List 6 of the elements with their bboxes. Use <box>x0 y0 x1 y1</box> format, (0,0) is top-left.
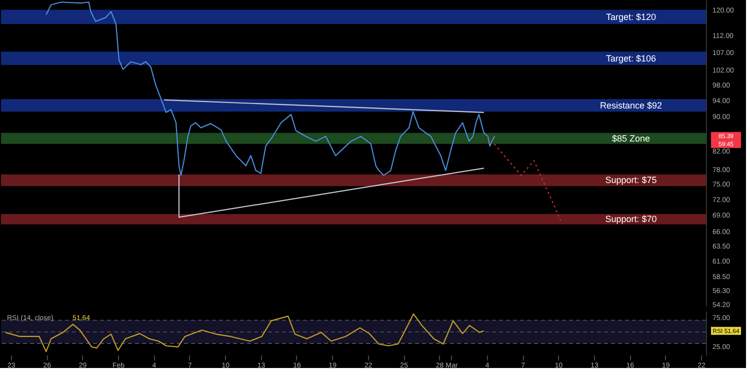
band-label: Target: $120 <box>606 12 656 22</box>
band-label: Support: $75 <box>605 175 657 186</box>
band-label: $85 Zone <box>612 133 650 144</box>
band-label: Target: $106 <box>606 53 656 64</box>
band-label: Resistance $92 <box>600 100 662 110</box>
band-label: Support: $70 <box>605 214 657 224</box>
